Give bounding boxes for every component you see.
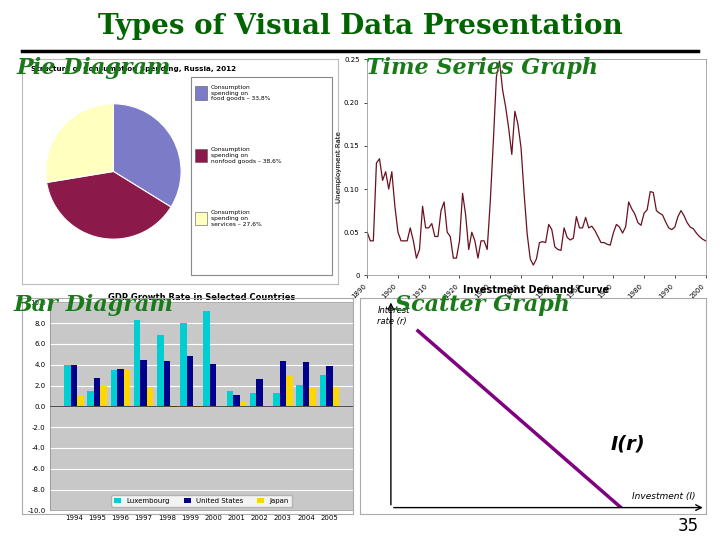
FancyBboxPatch shape: [195, 212, 207, 225]
Bar: [71, 365, 77, 406]
Bar: [310, 387, 316, 406]
Bar: [273, 393, 279, 406]
Y-axis label: Unemployment Rate: Unemployment Rate: [336, 132, 343, 203]
Bar: [326, 366, 333, 406]
Wedge shape: [46, 104, 114, 183]
Bar: [100, 386, 107, 406]
Text: Types of Visual Data Presentation: Types of Visual Data Presentation: [98, 14, 622, 40]
Wedge shape: [47, 171, 171, 239]
Text: Consumption
spending on
nonfood goods – 38,6%: Consumption spending on nonfood goods – …: [211, 147, 282, 164]
Bar: [256, 379, 263, 406]
Text: Scatter Graph: Scatter Graph: [395, 294, 570, 316]
Text: Bar Diagram: Bar Diagram: [14, 294, 174, 316]
Text: Pie Diagram: Pie Diagram: [17, 57, 171, 79]
Text: Consumption
spending on
food goods – 33,8%: Consumption spending on food goods – 33,…: [211, 85, 271, 102]
Bar: [140, 360, 147, 406]
Text: I(r): I(r): [611, 434, 645, 454]
Legend: Luxembourg, United States, Japan: Luxembourg, United States, Japan: [111, 495, 292, 507]
FancyBboxPatch shape: [195, 149, 207, 163]
Bar: [117, 369, 124, 406]
Text: Investment (I): Investment (I): [632, 492, 696, 501]
Text: Interest
rate (r): Interest rate (r): [377, 306, 410, 326]
Bar: [204, 310, 210, 406]
Bar: [240, 402, 246, 406]
Bar: [94, 379, 100, 406]
Bar: [186, 356, 193, 406]
Bar: [297, 384, 303, 406]
Title: GDP Growth Rate in Selected Countries: GDP Growth Rate in Selected Countries: [108, 293, 295, 302]
Title: Investment Demand Curve: Investment Demand Curve: [464, 285, 609, 295]
Bar: [233, 395, 240, 406]
X-axis label: Year: Year: [528, 303, 544, 312]
Bar: [134, 320, 140, 406]
Bar: [77, 396, 84, 406]
Text: Time Series Graph: Time Series Graph: [366, 57, 598, 79]
FancyBboxPatch shape: [191, 77, 332, 274]
Bar: [87, 391, 94, 406]
Bar: [180, 323, 186, 406]
Bar: [286, 376, 292, 406]
Wedge shape: [113, 104, 181, 207]
Bar: [227, 391, 233, 406]
Bar: [333, 387, 339, 406]
Bar: [279, 361, 286, 406]
Bar: [303, 362, 310, 406]
Bar: [64, 365, 71, 406]
Text: 35: 35: [678, 517, 698, 535]
Text: Consumption
spending on
services – 27,6%: Consumption spending on services – 27,6%: [211, 210, 262, 227]
Bar: [320, 375, 326, 406]
Text: Structure of Consumption Spending, Russia, 2012: Structure of Consumption Spending, Russi…: [31, 66, 236, 72]
Bar: [147, 387, 153, 406]
Bar: [250, 393, 256, 406]
Bar: [210, 364, 217, 406]
FancyBboxPatch shape: [195, 86, 207, 100]
Bar: [124, 370, 130, 406]
Bar: [111, 370, 117, 406]
Bar: [193, 406, 199, 407]
Bar: [163, 361, 170, 406]
Bar: [170, 406, 176, 407]
Bar: [157, 335, 163, 406]
